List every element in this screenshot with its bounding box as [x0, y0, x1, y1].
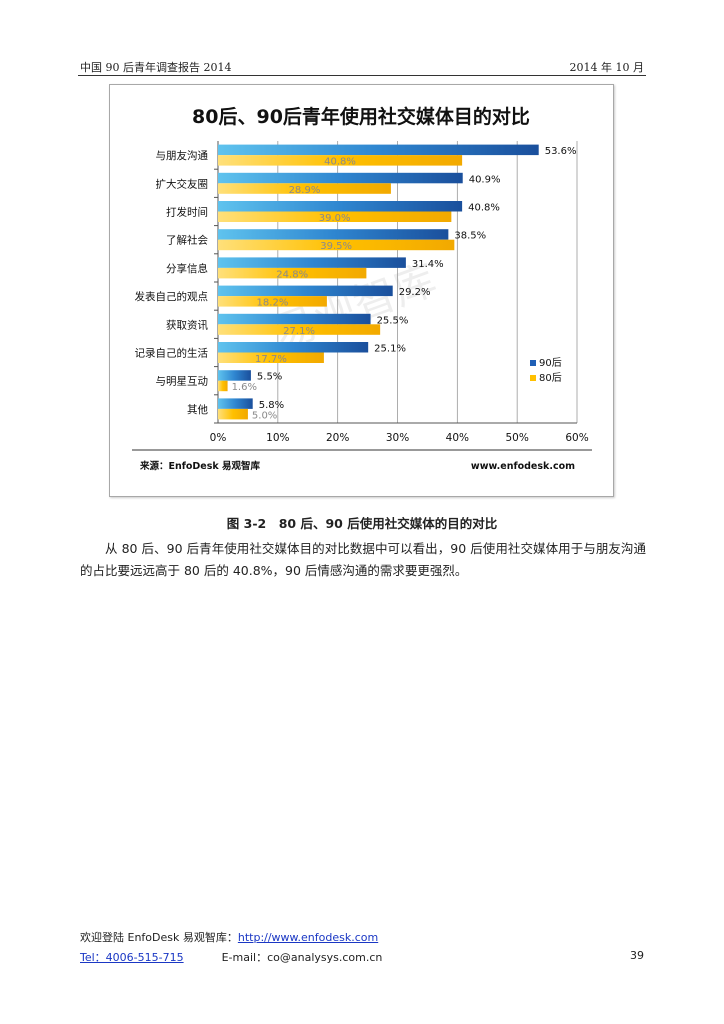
data-label-90: 40.8% — [468, 203, 500, 214]
bar-90 — [218, 257, 406, 268]
bar-90 — [218, 229, 449, 240]
bar-80 — [218, 183, 391, 194]
bar-80 — [218, 380, 228, 392]
x-tick-label: 40% — [446, 432, 469, 444]
bar-90 — [218, 201, 463, 212]
category-label: 与朋友沟通 — [156, 149, 209, 162]
bar-80 — [218, 324, 381, 335]
bar-80 — [218, 211, 452, 222]
legend-swatch-80 — [530, 375, 536, 381]
header-rule — [78, 75, 646, 76]
x-tick-label: 50% — [505, 432, 528, 444]
bar-90 — [218, 172, 463, 184]
bar-80 — [218, 267, 367, 279]
footer-line-1: 欢迎登陆 EnfoDesk 易观智库：http://www.enfodesk.c… — [80, 929, 644, 945]
bar-80 — [218, 352, 324, 363]
data-label-90: 5.8% — [259, 400, 284, 411]
footer-tel-link[interactable]: Tel：4006-515-715 — [80, 951, 184, 964]
data-label-80: 28.9% — [289, 185, 321, 196]
legend-label-80: 80后 — [539, 372, 562, 384]
chart-figure: 80后、90后青年使用社交媒体目的对比 易观智库 0% 10% 20% 30% 40% 5… — [109, 84, 614, 497]
bar-90 — [218, 398, 253, 409]
footer-email: E-mail：co@analysys.com.cn — [221, 951, 383, 964]
data-label-80: 39.0% — [319, 213, 351, 224]
body-paragraph: 从 80 后、90 后青年使用社交媒体目的对比数据中可以看出，90 后使用社交媒… — [80, 541, 646, 578]
category-label: 发表自己的观点 — [135, 290, 209, 303]
bar-80 — [218, 239, 455, 251]
category-label: 分享信息 — [166, 262, 208, 275]
header-date: 2014 年 10 月 — [569, 61, 644, 74]
data-label-80: 5.0% — [252, 410, 277, 421]
data-label-80: 27.1% — [283, 326, 315, 337]
data-label-80: 17.7% — [255, 354, 287, 365]
data-label-80: 1.6% — [232, 382, 257, 393]
header-report-title: 中国 90 后青年调查报告 2014 — [80, 61, 232, 74]
bar-chart: 80后、90后青年使用社交媒体目的对比 易观智库 0% 10% 20% 30% 40% 5… — [132, 105, 592, 472]
category-label: 扩大交友圈 — [156, 177, 209, 190]
chart-grid: 0% 10% 20% 30% 40% 50% 60% — [210, 141, 589, 444]
x-tick-label: 0% — [210, 432, 227, 444]
data-label-90: 38.5% — [454, 231, 486, 242]
data-label-80: 24.8% — [276, 269, 308, 280]
category-label: 打发时间 — [166, 206, 208, 219]
legend-swatch-90 — [530, 360, 536, 366]
data-label-90: 31.4% — [412, 259, 444, 270]
category-label: 获取资讯 — [166, 318, 208, 331]
category-label: 记录自己的生活 — [135, 347, 209, 360]
bar-90 — [218, 313, 371, 325]
category-label: 其他 — [187, 403, 208, 416]
footer-url-link[interactable]: http://www.enfodesk.com — [237, 931, 379, 944]
x-tick-label: 30% — [386, 432, 409, 444]
chart-title: 80后、90后青年使用社交媒体目的对比 — [192, 105, 530, 128]
data-label-90: 53.6% — [545, 146, 577, 157]
data-label-90: 25.5% — [377, 315, 409, 326]
bar-80 — [218, 408, 248, 420]
bar-80 — [218, 155, 463, 166]
chart-site: www.enfodesk.com — [471, 461, 575, 472]
data-label-90: 40.9% — [469, 174, 501, 185]
data-label-90: 5.5% — [257, 372, 282, 383]
footer-line-2: Tel：4006-515-715 E-mail：co@analysys.com.… — [80, 949, 644, 965]
bar-90 — [218, 342, 369, 353]
bar-80 — [218, 296, 327, 307]
page-number: 39 — [630, 949, 644, 962]
legend-label-90: 90后 — [539, 357, 562, 369]
category-label: 与明星互动 — [156, 376, 209, 388]
x-tick-label: 60% — [565, 432, 588, 444]
footer-welcome: 欢迎登陆 EnfoDesk 易观智库： — [80, 931, 238, 944]
chart-source: 来源：EnfoDesk 易观智库 — [139, 460, 261, 472]
chart-bars: 与朋友沟通 53.6% 40.8% 扩大交友圈 40.9% 28.9% 打发时间 40.8% 3… — [135, 144, 577, 424]
bar-90 — [218, 370, 251, 381]
x-tick-label: 10% — [266, 432, 289, 444]
x-tick-label: 20% — [326, 432, 349, 444]
data-label-90: 25.1% — [374, 344, 406, 355]
data-label-80: 39.5% — [320, 241, 352, 252]
bar-90 — [218, 285, 393, 297]
data-label-80: 40.8% — [324, 157, 356, 168]
figure-caption: 图 3-2 80 后、90 后使用社交媒体的目的对比 — [226, 516, 498, 531]
category-label: 了解社会 — [166, 234, 208, 247]
bar-90 — [218, 144, 539, 156]
data-label-90: 29.2% — [399, 287, 431, 298]
data-label-80: 18.2% — [257, 298, 289, 309]
